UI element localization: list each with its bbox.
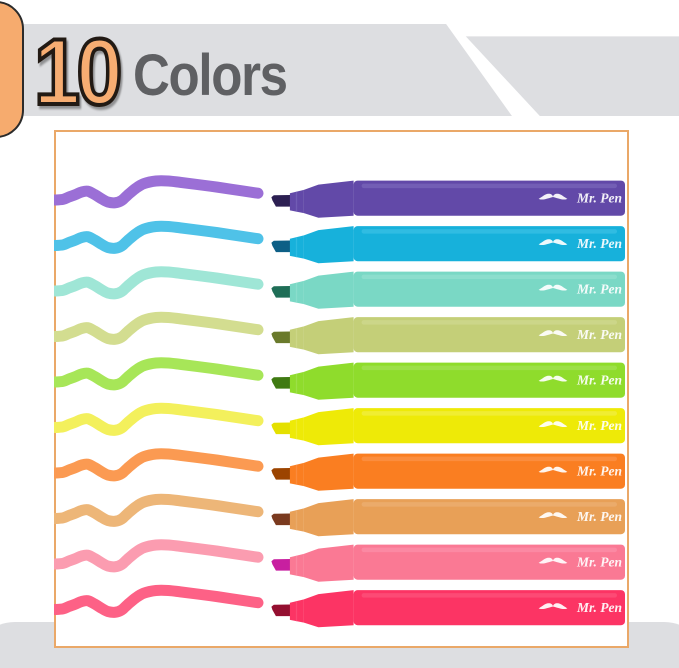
svg-text:Mr. Pen: Mr. Pen [576,236,622,251]
svg-text:Mr. Pen: Mr. Pen [576,282,622,297]
svg-text:Mr. Pen: Mr. Pen [576,555,622,570]
svg-text:Mr. Pen: Mr. Pen [576,373,622,388]
svg-text:Mr. Pen: Mr. Pen [576,191,622,206]
svg-text:Mr. Pen: Mr. Pen [576,509,622,524]
svg-text:Mr. Pen: Mr. Pen [576,600,622,615]
svg-text:Mr. Pen: Mr. Pen [576,327,622,342]
svg-text:Mr. Pen: Mr. Pen [576,418,622,433]
svg-text:Mr. Pen: Mr. Pen [576,464,622,479]
